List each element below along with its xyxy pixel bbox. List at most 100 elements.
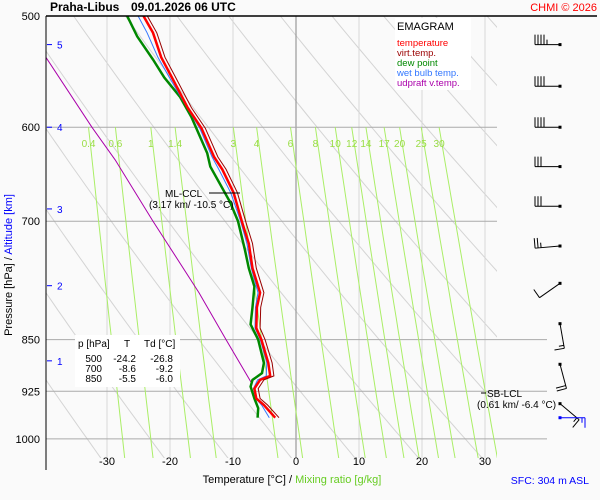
mixing-ratio-label: 30 (434, 139, 446, 150)
mixing-ratio-line (232, 127, 279, 458)
table-cell: -6.0 (156, 374, 174, 385)
mixing-ratio-label: 12 (346, 139, 358, 150)
wind-barb (555, 362, 567, 392)
wind-barb-full (554, 347, 565, 351)
x-tick-label: -20 (162, 456, 178, 468)
altitude-tick-label: 3 (57, 205, 63, 216)
dry-adiabat (124, 16, 483, 458)
wind-barbs (533, 34, 586, 428)
wind-barb-staff (535, 245, 561, 249)
table-cell: -24.2 (113, 354, 136, 365)
wind-barb-station-dot (558, 281, 562, 285)
wind-barb-full (556, 387, 567, 392)
wind-barb-full (555, 385, 566, 389)
wind-barb-station-dot (558, 165, 562, 169)
wind-barb-station-dot (558, 244, 562, 248)
altitude-tick-label: 2 (57, 282, 63, 293)
dry-adiabat (279, 16, 497, 272)
svg-text:Pressure [hPa] / Altitude [km]: Pressure [hPa] / Altitude [km] (3, 194, 15, 336)
temperature-line (142, 16, 277, 419)
wind-barb-station-dot (558, 204, 562, 208)
table-header-p: p [hPa] (78, 339, 110, 350)
table-cell: 500 (85, 354, 102, 365)
legend-dew-point: dew point (397, 58, 438, 69)
wind-barb-station-dot (558, 416, 562, 420)
y-axis-label: Pressure [hPa] / Altitude [km] (3, 194, 15, 336)
dry-adiabat (555, 0, 600, 474)
wind-barb-staff (559, 323, 565, 349)
datetime-title: 09.01.2026 06 UTC (131, 0, 236, 14)
y-tick-label: 700 (22, 216, 40, 228)
pressure-tick-labels: 500 600 700 850 925 1000 (16, 11, 40, 446)
wind-barb-station-dot (558, 125, 562, 129)
wind-barb-half (573, 417, 578, 422)
mixing-ratio-line (438, 127, 497, 458)
x-axis-label: Temperature [°C] / Mixing ratio [g/kg] (203, 474, 382, 486)
dry-adiabat (227, 16, 497, 338)
data-table: p [hPa] T Td [°C] 500 -24.2 -26.8 700 -8… (75, 335, 180, 387)
wind-barb (534, 117, 562, 129)
dry-adiabat (331, 16, 497, 209)
altitude-axis-label: Altitude [km] (3, 194, 15, 255)
legend: EMAGRAM temperature virt.temp. dew point… (395, 18, 471, 90)
table-cell: 850 (85, 374, 102, 385)
legend-wet-bulb: wet bulb temp. (396, 68, 459, 79)
table-header-td: Td [°C] (144, 339, 175, 350)
wind-barb-station-dot (558, 43, 562, 47)
wind-barb-staff (559, 364, 567, 389)
table-cell: -9.2 (156, 364, 174, 375)
wind-barb-staff (539, 282, 561, 299)
dry-adiabats (46, 0, 600, 474)
mixing-ratio-line (365, 127, 420, 458)
mixing-ratio-label: 17 (379, 139, 391, 150)
sb-lcl-annotation: SB-LCL (0.61 km/ -6.4 °C) (477, 389, 556, 411)
dry-adiabat (46, 291, 165, 458)
mixing-ratio-label: 25 (416, 139, 428, 150)
sb-lcl-detail: (0.61 km/ -6.4 °C) (477, 400, 556, 411)
altitude-tick-label: 4 (57, 123, 63, 134)
mixing-ratio-label: 6 (288, 139, 294, 150)
wind-barb-full (536, 237, 539, 248)
altitude-tick-label: 5 (57, 41, 63, 52)
mixing-ratio-line (383, 127, 440, 458)
wind-barb (534, 34, 562, 47)
table-row: 500 -24.2 -26.8 (85, 354, 173, 365)
mixing-ratio-line (88, 127, 126, 458)
dry-adiabat (176, 16, 497, 406)
table-row: 700 -8.6 -9.2 (85, 364, 173, 375)
wind-barb (533, 237, 562, 249)
x-tick-label: 20 (416, 456, 428, 468)
mixing-ratio-line (399, 127, 456, 458)
y-tick-label: 500 (22, 11, 40, 23)
table-row: 850 -5.5 -6.0 (85, 374, 173, 385)
table-background (75, 335, 180, 387)
mixing-ratio-label: 8 (313, 139, 319, 150)
mixing-ratio-label: 10 (330, 139, 342, 150)
dry-adiabat (46, 50, 356, 458)
mixing-ratio-line (334, 127, 387, 458)
mixing-ratio-label: 1 (148, 139, 154, 150)
mixing-ratio-line (114, 127, 154, 458)
mixing-ratio-line (256, 127, 304, 458)
legend-updraft: udpraft v.temp. (397, 78, 460, 89)
sb-lcl-label: SB-LCL (487, 389, 522, 400)
wind-barb (558, 402, 580, 428)
wind-barb-station-dot (558, 402, 562, 406)
dew-point-line (126, 16, 266, 418)
copyright: CHMI © 2026 (530, 2, 597, 14)
wind-barb-station-dot (558, 362, 562, 366)
x-tick-label: -10 (225, 456, 241, 468)
wind-barb (554, 322, 565, 351)
x-tick-label: 10 (353, 456, 365, 468)
legend-virt-temp: virt.temp. (397, 48, 436, 59)
mixing-ratio-label: 1.4 (168, 139, 182, 150)
profiles (46, 16, 280, 419)
mixing-ratio-line (420, 127, 479, 458)
mixing-ratio-line (314, 127, 366, 458)
dry-adiabat (72, 16, 420, 458)
wind-barb-station-dot (558, 322, 562, 326)
x-tick-label: -30 (99, 456, 115, 468)
wind-barb-full (572, 419, 580, 428)
station-title: Praha-Libus (50, 0, 120, 14)
